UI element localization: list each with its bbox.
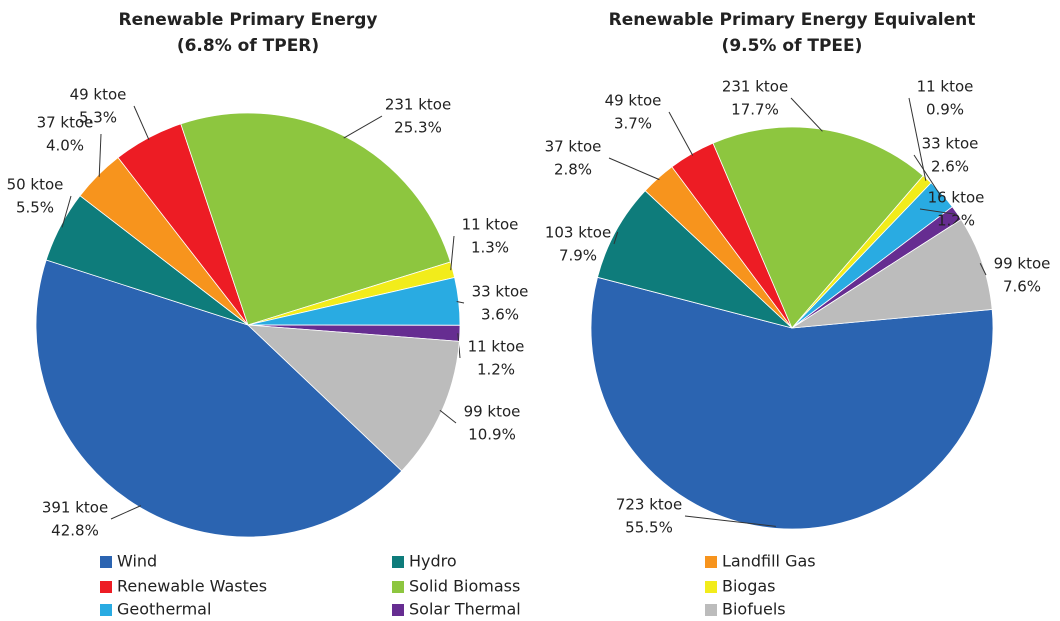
data-label: 391 ktoe xyxy=(42,499,108,517)
data-label: 99 ktoe xyxy=(464,403,521,421)
legend-swatch xyxy=(705,581,717,593)
chart-subtitle: (9.5% of TPEE) xyxy=(722,36,863,56)
data-label: 2.8% xyxy=(554,161,592,179)
data-label: 16 ktoe xyxy=(928,189,985,207)
legend-swatch xyxy=(705,604,717,616)
legend-label: Landfill Gas xyxy=(722,552,816,571)
legend-swatch xyxy=(392,604,404,616)
data-label: 3.6% xyxy=(481,306,519,324)
data-label: 11 ktoe xyxy=(462,216,519,234)
data-label: 99 ktoe xyxy=(994,255,1051,273)
leader-line xyxy=(456,300,465,304)
data-label: 25.3% xyxy=(394,119,442,137)
leader-line xyxy=(919,208,956,215)
leader-line xyxy=(450,235,455,271)
legend-swatch xyxy=(100,581,112,593)
pie-slice xyxy=(712,126,924,329)
leader-line xyxy=(913,154,942,196)
leader-line xyxy=(343,115,383,139)
legend-swatch xyxy=(100,556,112,568)
data-label: 7.9% xyxy=(559,247,597,265)
leader-line xyxy=(133,105,150,141)
data-label: 49 ktoe xyxy=(70,86,127,104)
legend-swatch xyxy=(705,556,717,568)
leader-line xyxy=(979,263,987,276)
data-label: 55.5% xyxy=(625,519,673,537)
data-label: 5.5% xyxy=(16,199,54,217)
leader-line xyxy=(668,111,694,156)
chart-subtitle: (6.8% of TPER) xyxy=(177,36,319,56)
data-label: 231 ktoe xyxy=(722,78,788,96)
leader-line xyxy=(61,195,72,228)
pie-slice xyxy=(791,218,993,329)
pie-slice xyxy=(35,259,403,538)
data-label: 3.7% xyxy=(614,115,652,133)
data-label: 17.7% xyxy=(731,101,779,119)
leader-line xyxy=(608,157,660,181)
data-label: 0.9% xyxy=(926,101,964,119)
data-label: 42.8% xyxy=(51,522,99,540)
data-label: 37 ktoe xyxy=(37,114,94,132)
legend-label: Solid Biomass xyxy=(409,577,520,596)
chart-title: Renewable Primary Energy Equivalent xyxy=(609,10,976,30)
data-label: 11 ktoe xyxy=(468,338,525,356)
leader-line xyxy=(613,231,619,245)
chart-title: Renewable Primary Energy xyxy=(119,10,378,30)
data-label: 37 ktoe xyxy=(545,138,602,156)
data-label: 11 ktoe xyxy=(917,78,974,96)
data-label: 33 ktoe xyxy=(922,135,979,153)
legend-label: Biofuels xyxy=(722,600,786,619)
pie-slice xyxy=(597,190,793,329)
legend-label: Biogas xyxy=(722,577,776,596)
legend-label: Solar Thermal xyxy=(409,600,521,619)
data-label: 4.0% xyxy=(46,137,84,155)
data-label: 7.6% xyxy=(1003,278,1041,296)
data-label: 5.3% xyxy=(79,109,117,127)
legend-swatch xyxy=(392,556,404,568)
data-label: 1.2% xyxy=(477,361,515,379)
leader-line xyxy=(110,505,142,520)
data-label: 49 ktoe xyxy=(605,92,662,110)
data-label: 10.9% xyxy=(468,426,516,444)
leader-line xyxy=(790,97,823,132)
leader-line xyxy=(439,409,457,424)
data-label: 2.6% xyxy=(931,158,969,176)
data-label: 1.2% xyxy=(937,212,975,230)
legend-swatch xyxy=(392,581,404,593)
leader-line xyxy=(684,515,776,527)
data-label: 103 ktoe xyxy=(545,224,611,242)
legend-swatch xyxy=(100,604,112,616)
data-label: 723 ktoe xyxy=(616,496,682,514)
legend-label: Renewable Wastes xyxy=(117,577,267,596)
pie-slice xyxy=(590,276,994,530)
legend-label: Hydro xyxy=(409,552,457,571)
pie-slice xyxy=(180,112,451,326)
leader-line xyxy=(908,97,927,181)
leader-line xyxy=(98,133,102,177)
data-label: 33 ktoe xyxy=(472,283,529,301)
data-label: 231 ktoe xyxy=(385,96,451,114)
legend-label: Geothermal xyxy=(117,600,211,619)
legend-label: Wind xyxy=(117,552,157,571)
data-label: 1.3% xyxy=(471,239,509,257)
data-label: 50 ktoe xyxy=(7,176,64,194)
